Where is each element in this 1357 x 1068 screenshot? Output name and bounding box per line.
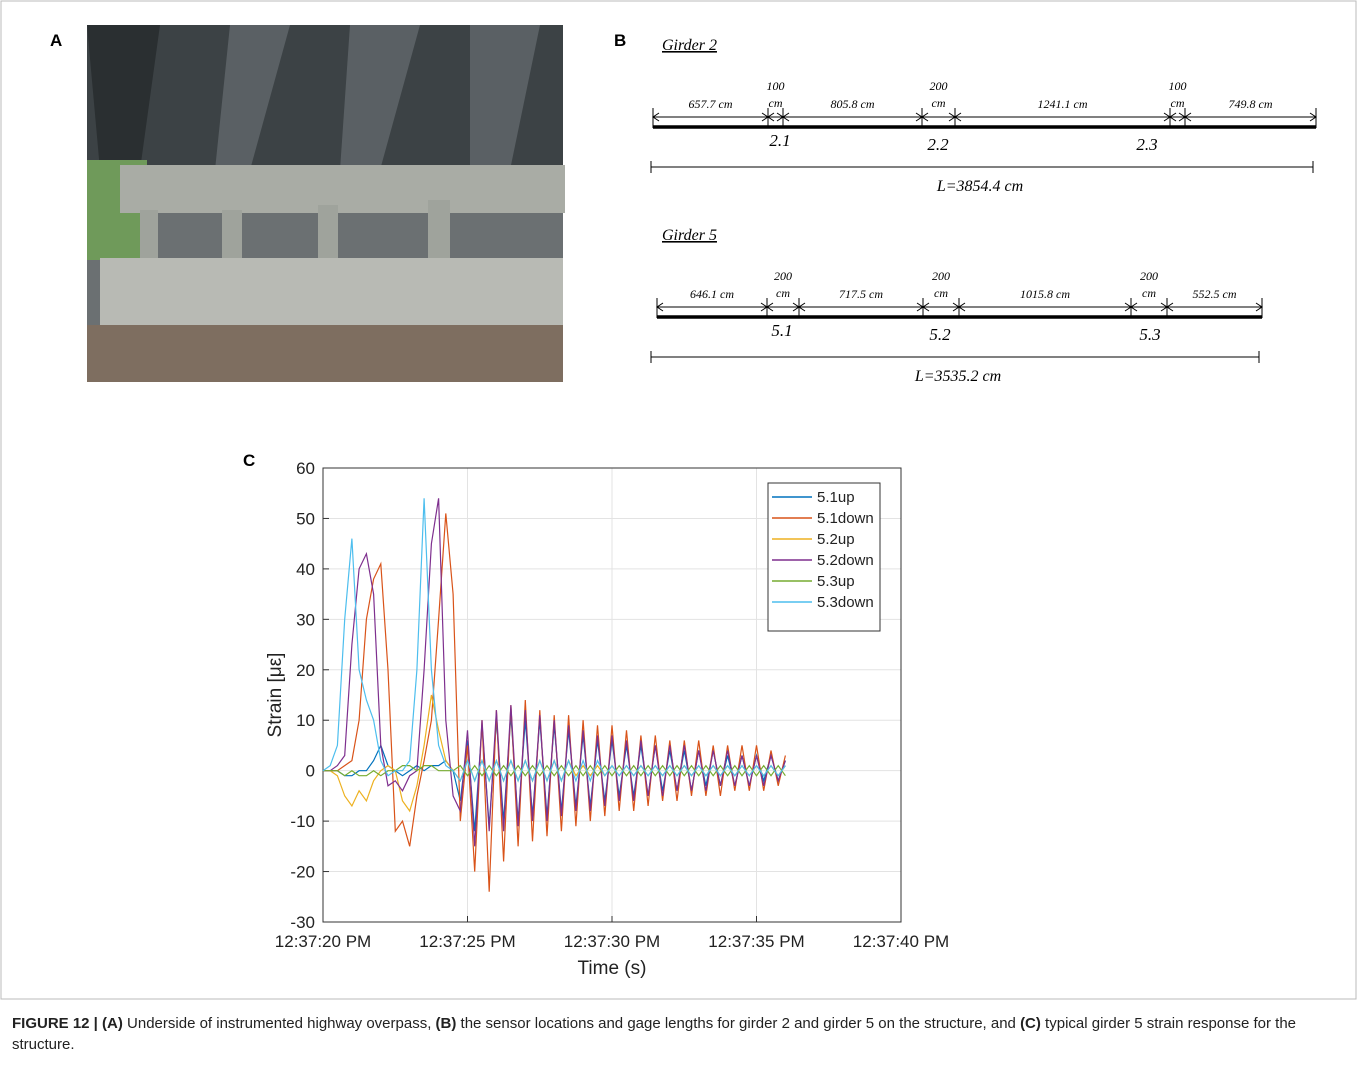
arrow-head <box>1166 302 1263 312</box>
gauge-unit: cm <box>934 286 948 300</box>
legend-box <box>767 482 881 632</box>
caption-text: the sensor locations and gage lengths fo… <box>456 1015 1021 1032</box>
x-tick-label: 12:37:25 PM <box>419 932 515 951</box>
y-tick-label: -10 <box>290 812 315 831</box>
photo <box>87 25 565 382</box>
series-line <box>323 764 786 777</box>
y-tick-label: 60 <box>296 459 315 478</box>
caption-text: FIGURE 12 | (A) <box>12 1015 123 1032</box>
segment-length: 646.1 cm <box>690 287 734 301</box>
segment-length: 717.5 cm <box>839 287 883 301</box>
caption-text: Underside of instrumented highway overpa… <box>122 1015 436 1032</box>
gauge-length: 100 <box>1169 79 1187 93</box>
segment-length: 805.8 cm <box>831 97 875 111</box>
gauge-unit: cm <box>769 96 783 110</box>
legend-label: 5.2down <box>817 552 874 569</box>
legend-label: 5.1up <box>817 489 855 506</box>
segment-length: 552.5 cm <box>1193 287 1237 301</box>
sensor-label: 2.3 <box>1136 135 1157 154</box>
caption-text: typical girder 5 strain response for the… <box>12 1015 1297 1053</box>
x-tick-label: 12:37:40 PM <box>853 932 949 951</box>
gauge-unit: cm <box>1171 96 1185 110</box>
gauge-unit: cm <box>776 286 790 300</box>
caption-text: (C) <box>1020 1015 1041 1032</box>
y-tick-label: 0 <box>306 762 315 781</box>
gauge-length: 200 <box>932 269 950 283</box>
arrow-head <box>1184 112 1317 122</box>
total-length: L=3854.4 cm <box>936 178 1023 195</box>
y-tick-label: 50 <box>296 509 315 528</box>
girder-title: Girder 5 <box>662 227 717 244</box>
segment-length: 749.8 cm <box>1229 97 1273 111</box>
panel-label: C <box>243 451 255 470</box>
panel-label: B <box>614 31 626 50</box>
legend-label: 5.3up <box>817 573 855 590</box>
figure-frame <box>0 0 1357 1000</box>
x-axis-label: Time (s) <box>578 958 647 979</box>
series-line <box>322 498 786 783</box>
caption-text: (B) <box>435 1015 457 1032</box>
segment-length: 1241.1 cm <box>1038 97 1088 111</box>
segment-length: 657.7 cm <box>689 97 733 111</box>
y-axis-label: Strain [με] <box>265 653 286 738</box>
sensor-label: 2.2 <box>927 135 949 154</box>
gauge-unit: cm <box>1142 286 1156 300</box>
x-tick-label: 12:37:30 PM <box>564 932 660 951</box>
total-length: L=3535.2 cm <box>914 368 1001 385</box>
y-tick-label: 10 <box>296 711 315 730</box>
y-tick-label: 20 <box>296 661 315 680</box>
y-tick-label: 30 <box>296 610 315 629</box>
gauge-length: 200 <box>774 269 792 283</box>
panel-label: A <box>50 31 62 50</box>
girder-diagrams: Girder 2 657.7 cm 805.8 cm 1241.1 cm 749.8 c… <box>650 37 1317 385</box>
legend-label: 5.2up <box>817 531 855 548</box>
series-line <box>323 498 786 847</box>
axes-box <box>322 467 902 923</box>
legend-label: 5.3down <box>817 594 874 611</box>
segment-length: 1015.8 cm <box>1020 287 1070 301</box>
y-tick-label: -30 <box>290 913 315 932</box>
gauge-length: 100 <box>767 79 785 93</box>
sensor-label: 5.3 <box>1139 325 1160 344</box>
x-tick-label: 12:37:35 PM <box>708 932 804 951</box>
gauge-unit: cm <box>932 96 946 110</box>
sensor-label: 5.1 <box>771 321 792 340</box>
strain-chart: -30 -20 -10 0 10 20 30 40 50 60 12:37:20 PM 12:37:2… <box>265 459 949 979</box>
girder-title: Girder 2 <box>662 37 717 54</box>
sensor-label: 5.2 <box>929 325 951 344</box>
gauge-length: 200 <box>930 79 948 93</box>
gauge-length: 200 <box>1140 269 1158 283</box>
x-tick-label: 12:37:20 PM <box>275 932 371 951</box>
sensor-label: 2.1 <box>769 131 790 150</box>
y-tick-label: -20 <box>290 863 315 882</box>
figure-caption: FIGURE 12 | (A) Underside of instrumente… <box>12 1013 1342 1055</box>
y-tick-label: 40 <box>296 560 315 579</box>
legend-label: 5.1down <box>817 510 874 527</box>
